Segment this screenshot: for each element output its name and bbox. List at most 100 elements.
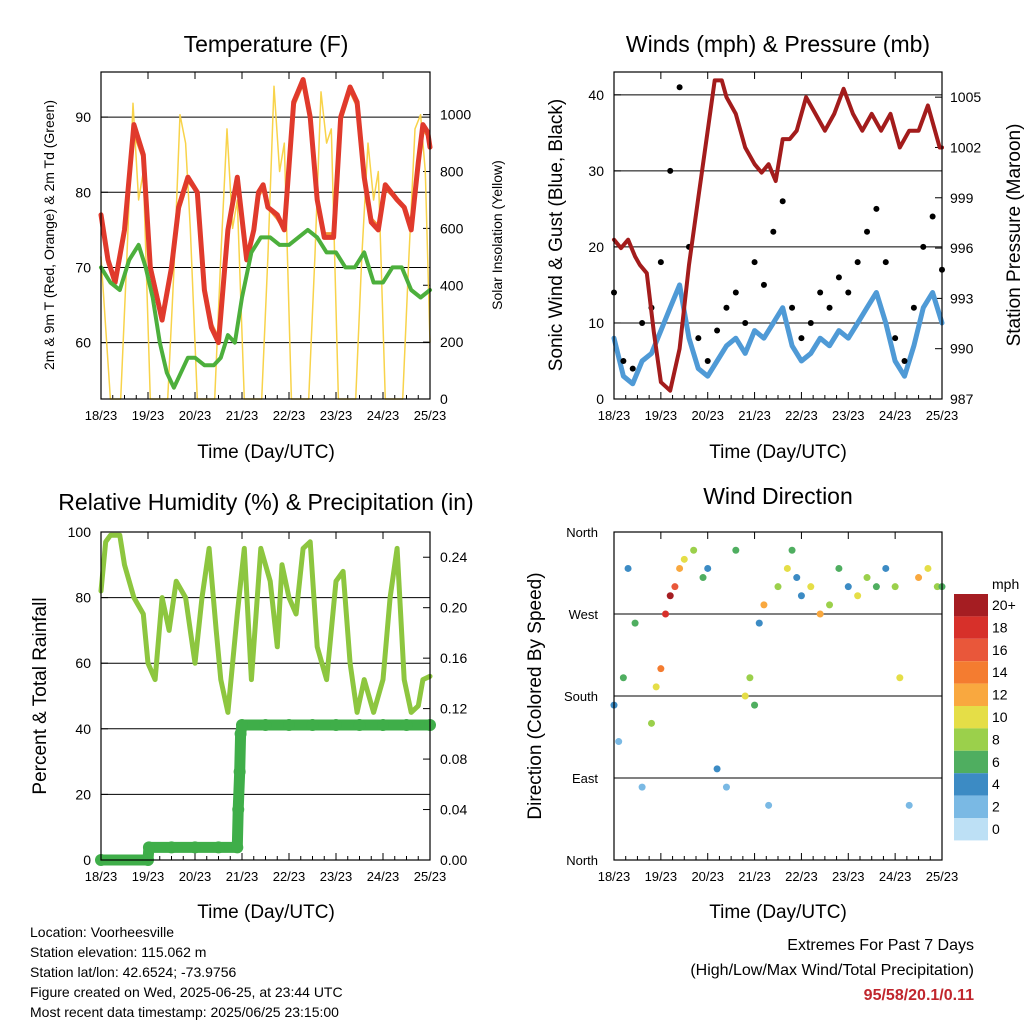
wind-direction-ylabel: Direction (Colored By Speed) xyxy=(525,572,546,819)
direction-point xyxy=(619,674,627,682)
figure-created: Figure created on Wed, 2025-06-25, at 23… xyxy=(30,984,343,1000)
gust-point xyxy=(798,335,805,342)
y2-tick-label: 600 xyxy=(440,220,464,236)
direction-point xyxy=(896,674,904,682)
winds-xlabel: Time (Day/UTC) xyxy=(709,442,847,463)
temperature-xlabel: Time (Day/UTC) xyxy=(197,442,335,463)
gust-point xyxy=(676,84,683,91)
colorbar-label: 10 xyxy=(992,709,1008,725)
x-tick-label: 18/23 xyxy=(85,869,118,884)
humidity-panel: Relative Humidity (%) & Precipitation (i… xyxy=(30,489,474,923)
plot-frame xyxy=(100,71,431,400)
direction-point xyxy=(751,701,759,709)
y2-tick-label: 999 xyxy=(950,190,974,206)
direction-point xyxy=(732,546,740,554)
rainfall-point xyxy=(165,841,178,854)
gust-point xyxy=(742,319,749,326)
colorbar-label: 6 xyxy=(992,754,1000,770)
gust-point xyxy=(854,259,861,266)
direction-point xyxy=(713,765,721,773)
humidity-title: Relative Humidity (%) & Precipitation (i… xyxy=(58,489,473,515)
x-tick-label: 24/23 xyxy=(879,869,912,884)
rainfall-point xyxy=(283,719,295,732)
x-tick-label: 21/23 xyxy=(226,869,259,884)
x-tick-label: 24/23 xyxy=(367,869,400,884)
y2-tick-label: 0.00 xyxy=(440,852,467,868)
direction-point xyxy=(891,583,899,591)
y-tick-label: East xyxy=(572,771,598,786)
gust-point xyxy=(779,198,786,205)
x-tick-label: 19/23 xyxy=(645,869,678,884)
y2-tick-label: 1005 xyxy=(950,89,981,105)
y-tick-label: 40 xyxy=(588,87,604,103)
direction-point xyxy=(615,738,623,746)
direction-point xyxy=(783,564,791,572)
temperature-title: Temperature (F) xyxy=(184,31,349,57)
gust-point xyxy=(920,243,927,250)
extremes-subheading: (High/Low/Max Wind/Total Precipitation) xyxy=(690,962,974,979)
x-tick-label: 22/23 xyxy=(785,408,818,423)
y-tick-label: North xyxy=(566,853,598,868)
y-tick-label: 20 xyxy=(588,239,604,255)
extremes-box: Extremes For Past 7 Days (High/Low/Max W… xyxy=(690,933,974,1008)
y-tick-label: North xyxy=(566,525,598,540)
station-info: Location: Voorheesville Station elevatio… xyxy=(30,922,343,1022)
gust-point xyxy=(620,357,627,364)
direction-point xyxy=(872,583,880,591)
gust-point xyxy=(770,228,777,235)
rainfall-point xyxy=(142,841,155,854)
direction-point xyxy=(793,574,801,582)
direction-point xyxy=(924,564,932,572)
pressure-line xyxy=(612,78,944,393)
humidity-xlabel: Time (Day/UTC) xyxy=(197,902,335,923)
colorbar-swatch xyxy=(954,706,988,729)
colorbar-title: mph xyxy=(992,576,1019,592)
y2-tick-label: 400 xyxy=(440,277,464,293)
y2-tick-label: 1000 xyxy=(440,107,471,123)
x-tick-label: 25/23 xyxy=(926,408,959,423)
temperature-ylabel-right: Solar Insolation (Yellow) xyxy=(489,160,505,310)
y2-tick-label: 996 xyxy=(950,240,974,256)
y2-tick-label: 993 xyxy=(950,290,974,306)
wind-direction-xlabel: Time (Day/UTC) xyxy=(709,902,847,923)
direction-point xyxy=(905,801,913,809)
winds-title: Winds (mph) & Pressure (mb) xyxy=(626,31,930,57)
y-tick-label: 30 xyxy=(588,163,604,179)
rainfall-point xyxy=(236,719,248,732)
y-tick-label: 60 xyxy=(75,655,91,671)
direction-point xyxy=(631,619,639,627)
direction-point xyxy=(680,555,688,563)
rainfall-point xyxy=(189,841,201,854)
direction-point xyxy=(807,583,815,591)
colorbar-swatch xyxy=(954,661,988,684)
y2-tick-label: 0.20 xyxy=(440,600,467,616)
humidity-line xyxy=(98,532,433,715)
direction-point xyxy=(657,665,665,673)
colorbar-swatch xyxy=(954,616,988,639)
x-tick-label: 23/23 xyxy=(832,869,865,884)
direction-point xyxy=(760,601,768,609)
x-tick-label: 22/23 xyxy=(785,869,818,884)
y2-tick-label: 0.12 xyxy=(440,701,467,717)
x-tick-label: 20/23 xyxy=(691,869,724,884)
gust-point xyxy=(751,259,758,266)
plot-frame xyxy=(613,531,943,861)
colorbar-swatch xyxy=(954,795,988,818)
extremes-values: 95/58/20.1/0.11 xyxy=(863,987,974,1004)
y-tick-label: 80 xyxy=(75,590,91,606)
temperature-panel: Temperature (F) 2m & 9m T (Red, Orange) … xyxy=(41,31,505,463)
direction-point xyxy=(755,619,763,627)
humidity-ylabel: Percent & Total Rainfall xyxy=(30,597,51,794)
y2-tick-label: 200 xyxy=(440,334,464,350)
gust-point xyxy=(695,335,702,342)
direction-point xyxy=(746,674,754,682)
rainfall-point xyxy=(234,727,247,740)
y2-tick-label: 0.08 xyxy=(440,751,467,767)
gust-point xyxy=(845,289,852,296)
y2-tick-label: 987 xyxy=(950,391,974,407)
direction-point xyxy=(826,601,834,609)
station-elevation: Station elevation: 115.062 m xyxy=(30,944,207,960)
rainfall-point xyxy=(259,719,272,732)
speed-colorbar: mph 20+ 18 16 14 12 10 8 6 4 2 0 xyxy=(954,576,1019,841)
